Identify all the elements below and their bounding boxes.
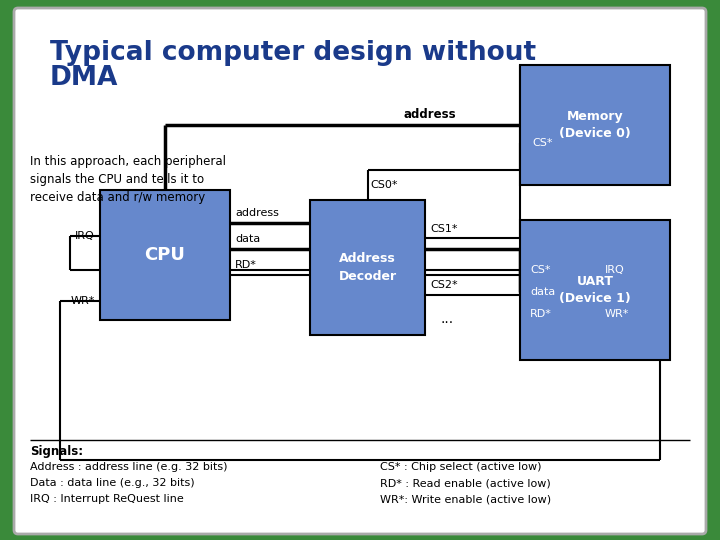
Text: data: data — [530, 287, 555, 297]
Text: Data : data line (e.g., 32 bits): Data : data line (e.g., 32 bits) — [30, 478, 194, 488]
Text: IRQ: IRQ — [76, 231, 95, 240]
Text: CS*: CS* — [530, 265, 551, 275]
Text: WR*: WR* — [71, 295, 95, 306]
Text: CPU: CPU — [145, 246, 186, 264]
Text: ...: ... — [440, 312, 453, 326]
Bar — [310, 200, 425, 335]
Text: address: address — [235, 208, 279, 219]
Text: Signals:: Signals: — [30, 445, 83, 458]
Text: Memory
(Device 0): Memory (Device 0) — [559, 110, 631, 140]
Text: RD*: RD* — [530, 309, 552, 319]
Text: CS2*: CS2* — [430, 280, 458, 291]
Text: Typical computer design without: Typical computer design without — [50, 40, 536, 66]
Text: CS0*: CS0* — [371, 180, 398, 190]
Text: CS* : Chip select (active low): CS* : Chip select (active low) — [380, 462, 541, 472]
Text: address: address — [404, 108, 456, 121]
Text: CS1*: CS1* — [430, 224, 457, 234]
Text: IRQ : Interrupt ReQuest line: IRQ : Interrupt ReQuest line — [30, 494, 184, 504]
Text: RD* : Read enable (active low): RD* : Read enable (active low) — [380, 478, 551, 488]
Text: data: data — [235, 234, 260, 245]
Text: In this approach, each peripheral
signals the CPU and tells it to
receive data a: In this approach, each peripheral signal… — [30, 155, 226, 204]
Text: CS*: CS* — [532, 138, 552, 148]
Text: Address
Decoder: Address Decoder — [338, 253, 397, 282]
Text: UART
(Device 1): UART (Device 1) — [559, 275, 631, 305]
Text: IRQ: IRQ — [605, 265, 625, 275]
Text: DMA: DMA — [50, 65, 118, 91]
Text: WR*: Write enable (active low): WR*: Write enable (active low) — [380, 494, 551, 504]
Bar — [100, 190, 230, 320]
FancyBboxPatch shape — [14, 8, 706, 534]
Text: Address : address line (e.g. 32 bits): Address : address line (e.g. 32 bits) — [30, 462, 228, 472]
Text: RD*: RD* — [235, 260, 257, 271]
Bar — [520, 65, 670, 185]
Bar — [520, 220, 670, 360]
Text: WR*: WR* — [605, 309, 629, 319]
